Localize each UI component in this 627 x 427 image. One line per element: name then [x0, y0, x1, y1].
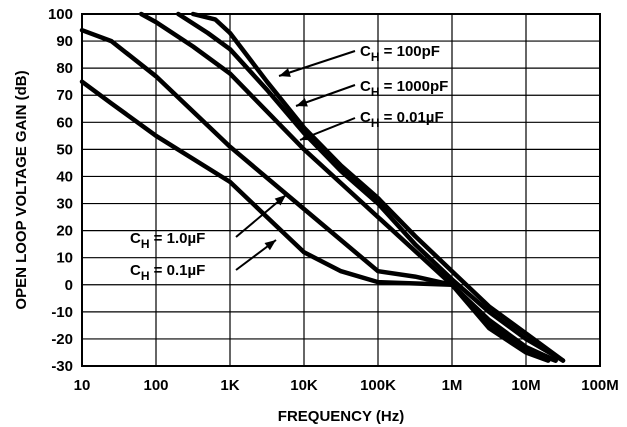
- annotation-symbol: C: [360, 109, 371, 126]
- y-tick-label: -10: [51, 304, 73, 321]
- annotation-label: CH = 1.0µF: [130, 230, 205, 251]
- annotation-subscript: H: [141, 269, 150, 283]
- y-tick-label: 50: [56, 141, 73, 158]
- annotation-symbol: C: [130, 230, 141, 247]
- y-tick-label: 70: [56, 87, 73, 104]
- annotation-label: CH = 0.1µF: [130, 262, 205, 283]
- grid-layer: [81, 13, 601, 367]
- y-tick-label: 20: [56, 223, 73, 240]
- annotation-arrowhead: [296, 98, 308, 107]
- annotation-subscript: H: [371, 50, 380, 64]
- series-line: [176, 11, 566, 363]
- annotation-subscript: H: [371, 85, 380, 99]
- y-tick-label: 40: [56, 168, 73, 185]
- annotation-label: CH = 1000pF: [360, 78, 448, 99]
- x-tick-label: 100: [143, 377, 168, 394]
- x-tick-label: 1K: [220, 377, 239, 394]
- plot-frame: [81, 13, 601, 367]
- y-tick-label: 10: [56, 250, 73, 267]
- annotation-symbol: C: [360, 78, 371, 95]
- y-axis-title: OPEN LOOP VOLTAGE GAIN (dB): [13, 70, 30, 309]
- annotation-label: CH = 0.01µF: [360, 109, 444, 130]
- annotation-symbol: C: [360, 43, 371, 60]
- series-line: [79, 27, 551, 363]
- x-tick-label: 100M: [581, 377, 619, 394]
- annotation-symbol: C: [130, 262, 141, 279]
- y-tick-label: -30: [51, 358, 73, 375]
- series-line: [79, 79, 558, 363]
- x-tick-label: 10M: [511, 377, 540, 394]
- x-tick-label: 100K: [360, 377, 396, 394]
- y-tick-label: 100: [48, 6, 73, 23]
- annotation-subscript: H: [141, 237, 150, 251]
- annotation-value: = 0.01µF: [380, 109, 444, 126]
- annotation-label: CH = 100pF: [360, 43, 440, 64]
- y-tick-label: 0: [65, 277, 73, 294]
- x-tick-label: 1M: [442, 377, 463, 394]
- y-tick-label: 90: [56, 33, 73, 50]
- annotation-arrow: [278, 50, 356, 77]
- annotation-value: = 100pF: [380, 43, 440, 60]
- x-tick-label: 10: [74, 377, 91, 394]
- annotation-arrowhead: [300, 131, 312, 141]
- curve-layer: [79, 11, 566, 363]
- annotation-value: = 0.1µF: [150, 262, 206, 279]
- y-tick-label: 30: [56, 196, 73, 213]
- x-axis-title: FREQUENCY (Hz): [278, 408, 404, 425]
- annotation-arrowhead: [264, 240, 276, 251]
- x-tick-label: 10K: [290, 377, 318, 394]
- annotation-arrowhead: [274, 195, 286, 206]
- y-tick-label: -20: [51, 331, 73, 348]
- annotation-arrowhead: [279, 68, 291, 77]
- annotation-subscript: H: [371, 116, 380, 130]
- y-tick-label: 80: [56, 60, 73, 77]
- annotation-value: = 1000pF: [380, 78, 449, 95]
- annotation-value: = 1.0µF: [150, 230, 206, 247]
- series-line: [190, 11, 566, 363]
- y-tick-label: 60: [56, 114, 73, 131]
